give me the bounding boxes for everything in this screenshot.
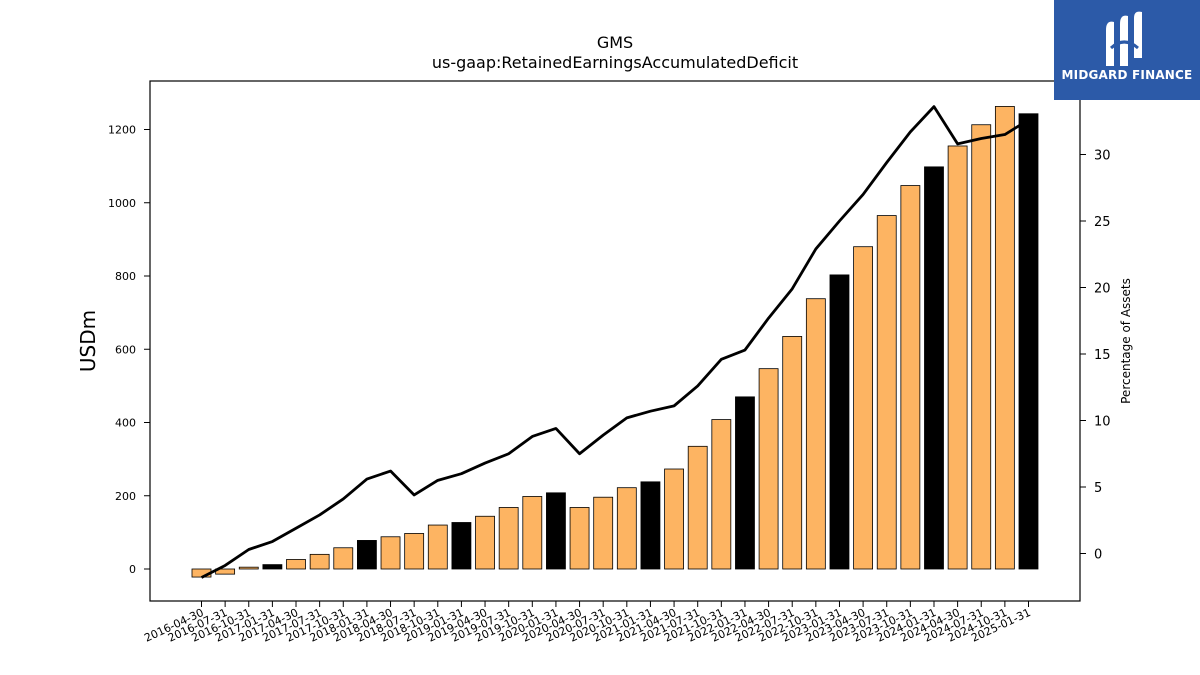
bar [640,481,661,570]
chart-subtitle: us-gaap:RetainedEarningsAccumulatedDefic… [432,53,798,72]
y2-axis-label: Percentage of Assets [1119,278,1133,404]
line-layer [200,105,1030,579]
bar [333,547,354,570]
logo: MIDGARD FINANCE [1054,0,1200,100]
bar [380,536,401,570]
bar [735,396,755,570]
bar [829,274,850,570]
percentage-line [200,105,1030,579]
bar [947,145,968,570]
bar [427,524,448,570]
bar [404,533,425,570]
y-tick-label: 600 [115,343,136,356]
bar [711,419,732,570]
bar [522,496,543,570]
bar [262,564,283,570]
x-axis: 2016-04-302016-07-312016-10-312017-01-31… [142,601,1033,645]
bar [1018,113,1039,570]
y-tick-label: 400 [115,417,136,430]
bars-layer [191,106,1039,578]
y2-tick-label: 5 [1094,481,1102,496]
bar [546,492,566,570]
y-axis: 0 200 400 600 800 1000 1200 [108,124,150,576]
bar [994,106,1015,570]
bar [238,566,259,570]
y-tick-label: 800 [115,270,136,283]
bar [782,336,803,570]
bar [356,540,377,570]
bar [853,246,873,570]
bar [876,215,897,570]
y-tick-label: 1200 [108,124,136,137]
bar [805,298,826,570]
y2-tick-label: 10 [1094,415,1111,430]
midgard-m-icon [1106,11,1142,66]
bar [758,368,779,570]
bar [616,487,637,570]
y-tick-label: 200 [115,490,136,503]
bar [687,445,708,570]
y-tick-label: 1000 [108,197,136,210]
bar [569,507,590,570]
y2-tick-label: 25 [1094,215,1111,230]
bar [664,468,684,570]
bar [498,507,519,570]
bar [475,515,495,570]
bar [451,522,472,570]
y2-tick-label: 0 [1094,548,1102,563]
bar [286,559,306,570]
chart-title: GMS [597,33,633,52]
y2-tick-label: 15 [1094,348,1111,363]
bar [309,553,330,570]
y2-tick-label: 30 [1094,149,1111,164]
plot-frame [149,80,1081,602]
bar [593,496,614,570]
logo-text: MIDGARD FINANCE [1061,68,1193,82]
y-axis-label: USDm [76,310,100,372]
bar [900,185,921,570]
bar [971,124,992,570]
y2-axis: 0 5 10 15 20 25 30 [1080,149,1111,563]
y-tick-label: 0 [129,563,136,576]
bar [924,166,944,570]
y2-tick-label: 20 [1094,282,1111,297]
